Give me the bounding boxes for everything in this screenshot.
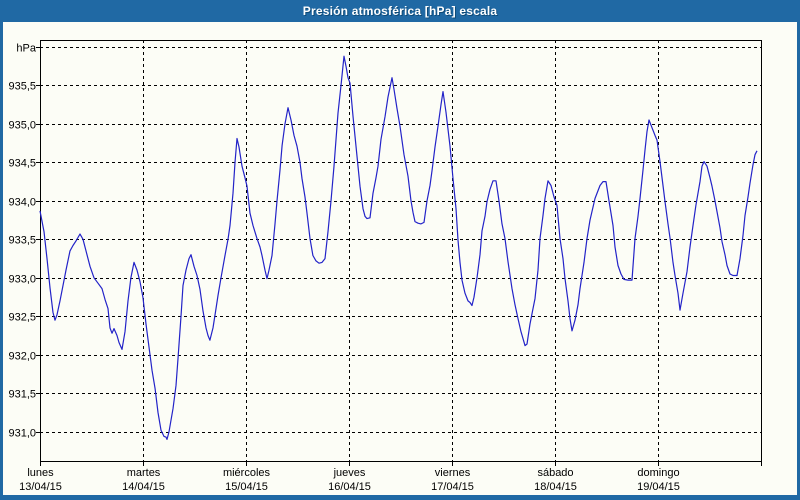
day-date-label: 17/04/15: [431, 481, 474, 493]
y-tick-label: 935,0: [8, 120, 36, 132]
day-name-label: martes: [127, 467, 161, 479]
pressure-line: [39, 55, 758, 440]
y-tick-label: hPa: [16, 43, 36, 55]
day-name-label: jueves: [333, 467, 366, 479]
day-name-label: sábado: [537, 467, 573, 479]
y-tick-label: 932,0: [8, 351, 36, 363]
y-tick-label: 931,5: [8, 389, 36, 401]
y-tick-label: 934,0: [8, 197, 36, 209]
day-date-label: 13/04/15: [19, 481, 62, 493]
day-date-label: 15/04/15: [225, 481, 268, 493]
y-tick-label: 935,5: [8, 81, 36, 93]
day-name-label: lunes: [27, 467, 54, 479]
y-tick-label: 932,5: [8, 312, 36, 324]
chart-area: hPa 935,5 935,0 934,5 934,0 933,5 933,0 932,5 93…: [3, 22, 797, 495]
chart-title: Presión atmosférica [hPa] escala: [302, 4, 498, 18]
y-tick-label: 934,5: [8, 158, 36, 170]
plot-border: [40, 40, 762, 462]
chart-title-bar: Presión atmosférica [hPa] escala: [3, 0, 797, 22]
y-tick-label: 933,5: [8, 235, 36, 247]
day-name-label: domingo: [637, 467, 679, 479]
day-date-label: 14/04/15: [122, 481, 165, 493]
day-name-label: miércoles: [223, 467, 271, 479]
day-date-label: 19/04/15: [637, 481, 680, 493]
pressure-chart: hPa 935,5 935,0 934,5 934,0 933,5 933,0 932,5 93…: [8, 40, 762, 493]
y-tick-label: 931,0: [8, 428, 36, 440]
y-tick-label: 933,0: [8, 274, 36, 286]
day-name-label: viernes: [435, 467, 471, 479]
day-date-label: 16/04/15: [328, 481, 371, 493]
day-date-label: 18/04/15: [534, 481, 577, 493]
